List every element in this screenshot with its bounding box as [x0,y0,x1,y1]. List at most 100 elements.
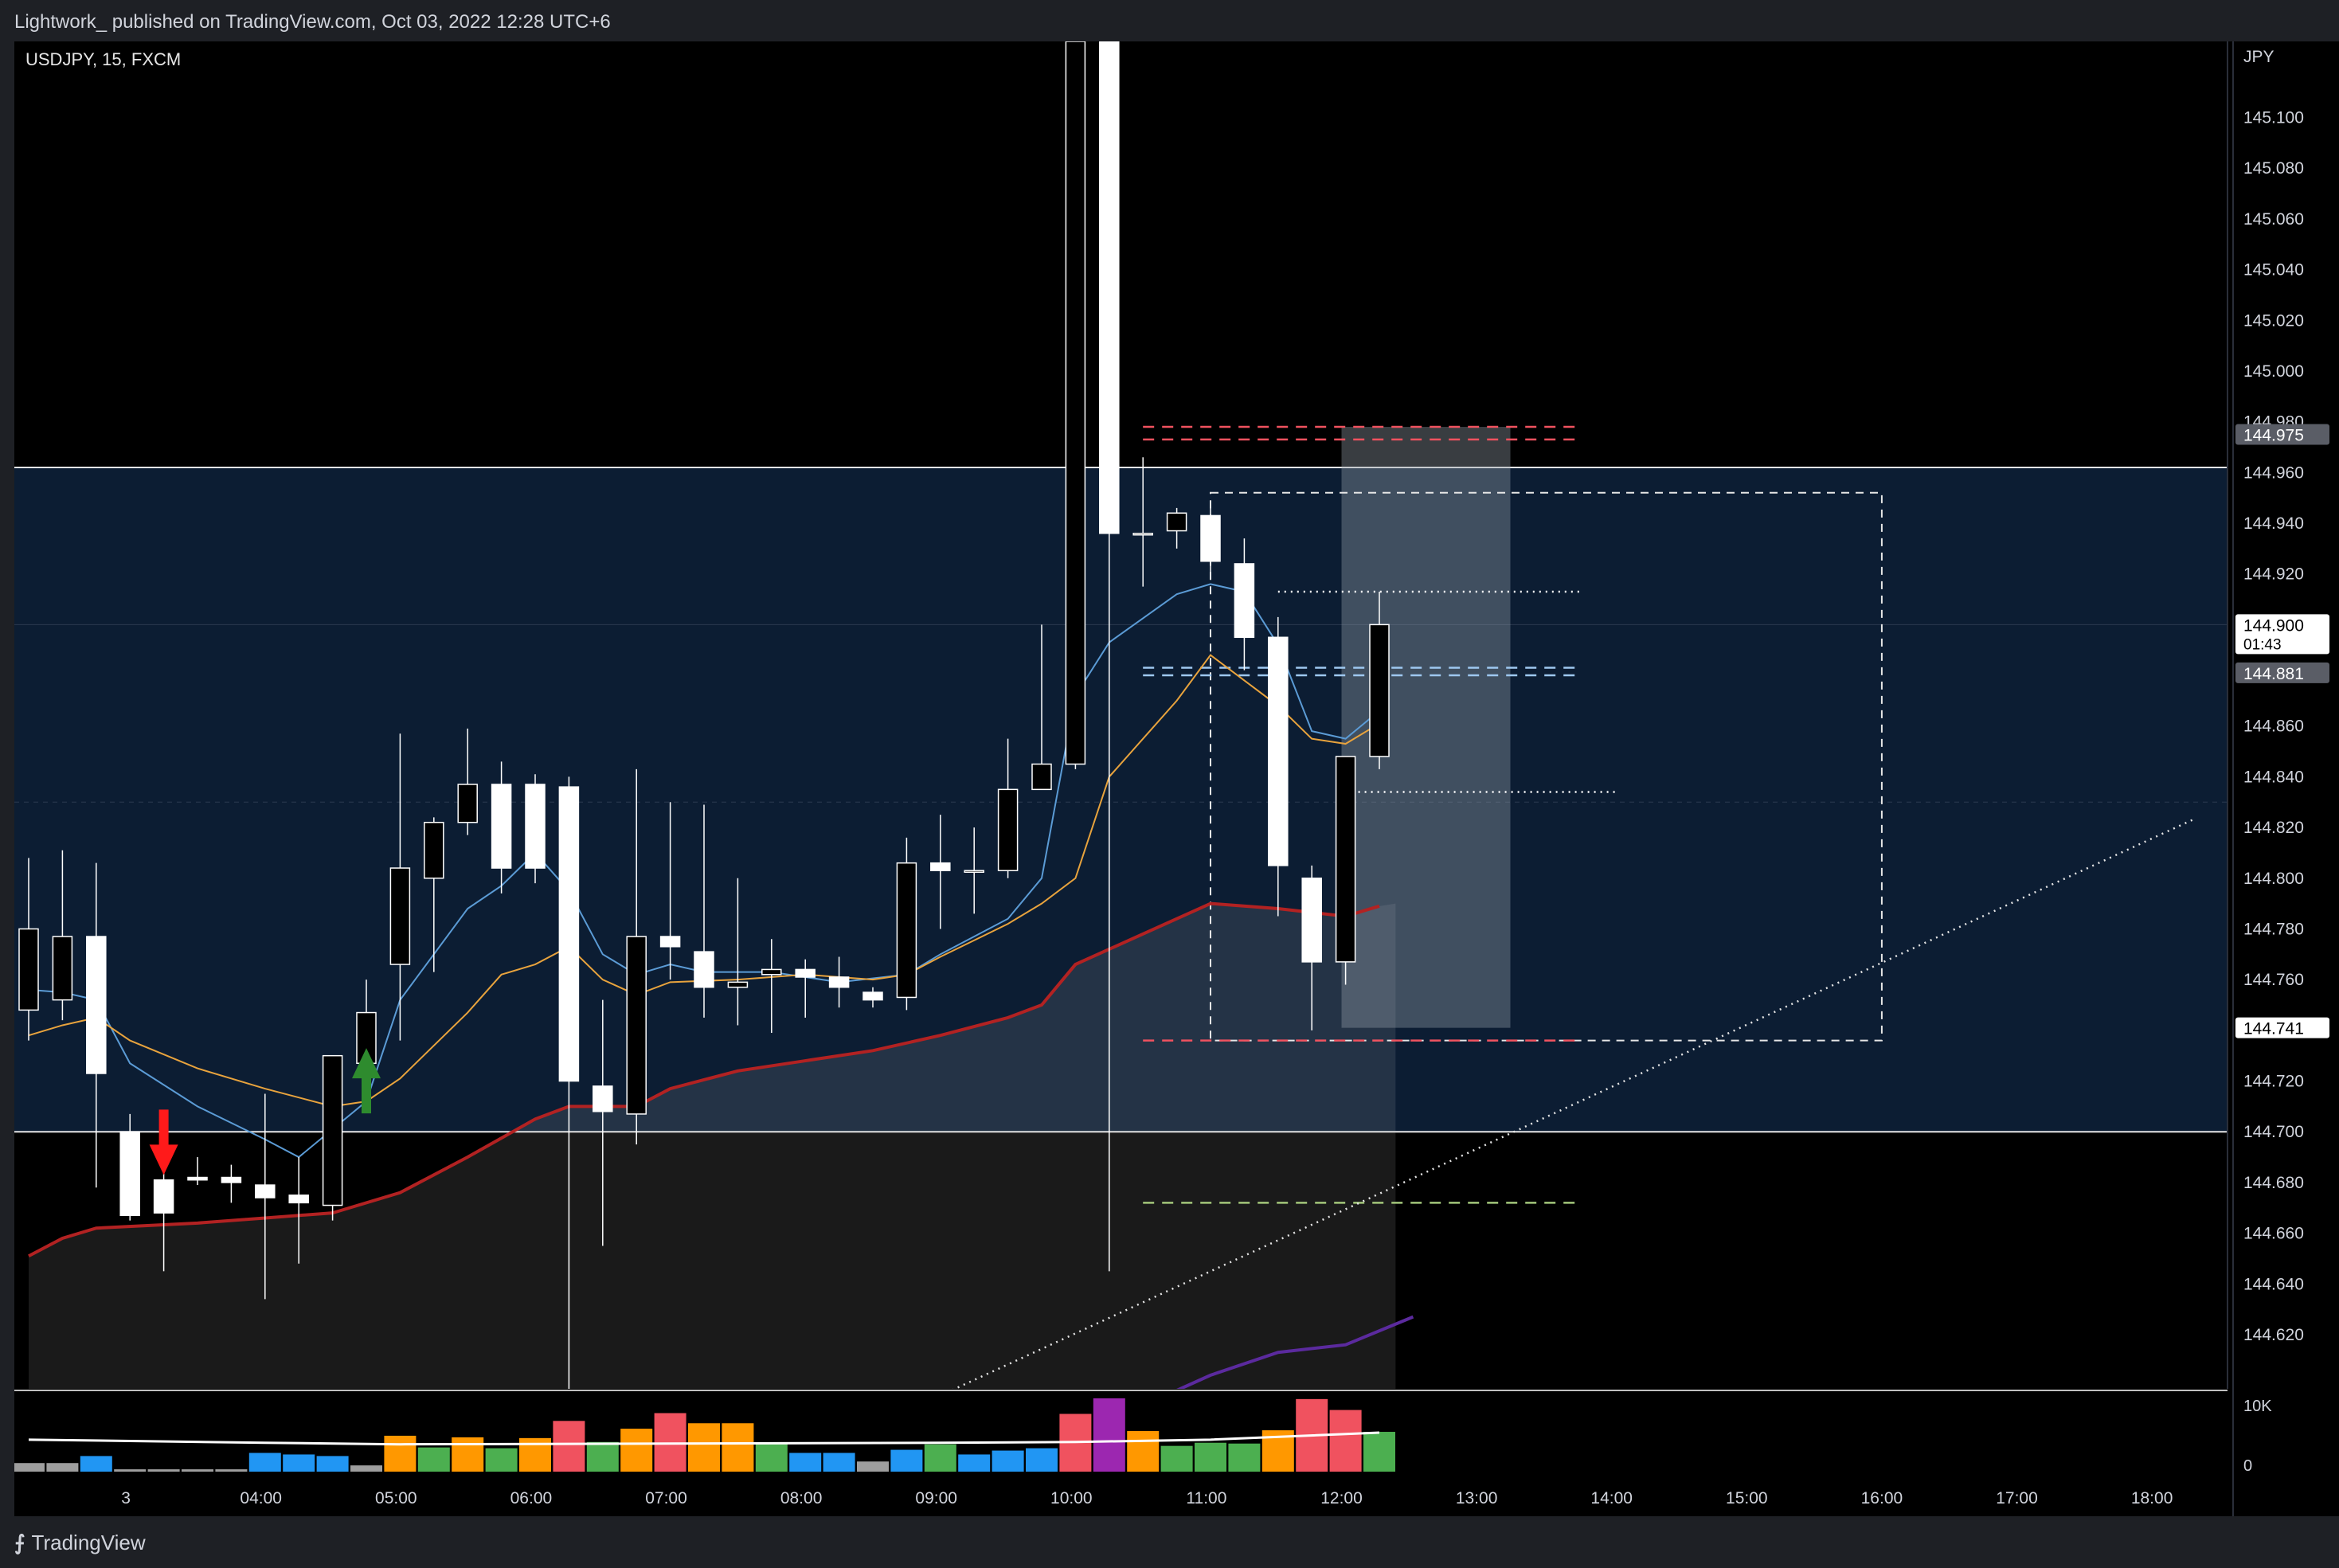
candle-body[interactable] [964,870,984,873]
buy-arrow-icon[interactable] [352,1048,381,1114]
volume-bar[interactable] [1093,1398,1125,1472]
candle-body[interactable] [119,1131,140,1217]
volume-bar[interactable] [553,1421,585,1472]
volume-bar[interactable] [992,1450,1024,1472]
candle-body[interactable] [288,1195,309,1204]
volume-bar[interactable] [1160,1445,1193,1472]
candle-body[interactable] [255,1184,276,1198]
candle-body[interactable] [795,968,816,978]
time-and-volume[interactable]: 3 04:00 05:00 06:00 07:00 08:00 09:00 10:00 11:0… [14,1389,2232,1516]
volume-bar[interactable] [1329,1410,1362,1472]
volume-bar[interactable] [1195,1442,1227,1472]
candle-body[interactable] [593,1085,613,1112]
candle-body[interactable] [727,981,749,988]
candle-body[interactable] [18,928,39,1011]
candle-body[interactable] [558,786,580,1082]
volume-bar[interactable] [182,1469,214,1472]
volume-bar[interactable] [620,1429,653,1472]
volume-bar[interactable] [114,1469,147,1472]
candle-body[interactable] [659,936,681,948]
volume-bar[interactable] [485,1448,518,1472]
candle-body[interactable] [389,867,411,965]
volume-bar[interactable] [80,1456,112,1472]
price-label-badge[interactable] [2235,1017,2329,1038]
volume-bar[interactable] [1228,1443,1261,1472]
candle-body[interactable] [322,1054,343,1206]
ma-line[interactable] [1175,1315,1414,1392]
chart-area[interactable]: USDJPY, 15, FXCM [14,41,2232,1516]
volume-bar[interactable] [147,1469,180,1472]
volume-bar[interactable] [688,1423,721,1472]
candle-body[interactable] [1268,636,1289,866]
zone-rect[interactable] [14,467,2228,1132]
candle-body[interactable] [1335,756,1356,963]
candle-body[interactable] [1369,624,1390,757]
price-label-badge[interactable] [2235,662,2329,683]
volume-bar[interactable] [14,1463,45,1472]
candle-body[interactable] [1132,532,1153,536]
candle-body[interactable] [153,1179,174,1214]
candle-body[interactable] [896,862,917,999]
ma-line[interactable] [28,583,1380,1159]
candle-body[interactable] [828,976,850,988]
candle-body[interactable] [457,784,478,823]
volume-bar[interactable] [452,1437,484,1472]
candle-body[interactable] [525,784,546,869]
gray-box[interactable] [1341,427,1511,1028]
candle-body[interactable] [1301,878,1322,963]
candle-body[interactable] [862,991,883,1001]
volume-bar[interactable] [350,1465,383,1472]
volume-bar[interactable] [46,1463,79,1472]
price-label-badge[interactable] [2235,614,2329,655]
candle-body[interactable] [1234,563,1255,639]
volume-bar[interactable] [755,1443,788,1472]
volume-bar[interactable] [283,1454,315,1472]
time-tick-label: 10:00 [1050,1489,1093,1507]
volume-bar[interactable] [417,1447,450,1472]
ma-line[interactable] [28,654,1380,1108]
candle-body[interactable] [626,936,647,1115]
time-tick-label: 15:00 [1726,1489,1768,1507]
candle-body[interactable] [52,936,73,1001]
volume-bar[interactable] [924,1444,956,1472]
volume-bar[interactable] [215,1469,248,1472]
candle-body[interactable] [1200,514,1221,562]
volume-bar[interactable] [722,1423,754,1472]
volume-bar[interactable] [248,1453,281,1472]
candle-body[interactable] [694,951,714,988]
candle-body[interactable] [761,968,782,976]
candle-body[interactable] [1065,41,1086,765]
volume-bar[interactable] [586,1441,619,1472]
candle-body[interactable] [1031,763,1052,791]
price-tick-label: 144.940 [2243,514,2304,533]
volume-bar[interactable] [890,1449,923,1472]
candle-body[interactable] [491,784,512,869]
candle-body[interactable] [930,862,951,871]
candle-body[interactable] [1166,512,1187,532]
volume-bar[interactable] [789,1453,822,1472]
price-tick-label: 144.640 [2243,1275,2304,1293]
volume-bar[interactable] [1026,1448,1058,1472]
volume-bar[interactable] [1363,1432,1396,1472]
price-label-badge[interactable] [2235,424,2329,445]
price-axis[interactable]: JPY 145.100 145.080 145.060 145.040 145.020 14… [2232,41,2339,1516]
volume-bar[interactable] [857,1461,890,1472]
volume-bar[interactable] [1127,1431,1160,1472]
ma-line[interactable] [28,901,1380,1258]
candle-body[interactable] [997,788,1019,871]
price-chart[interactable]: USDJPY, 15, FXCM [14,41,2232,1516]
volume-bar[interactable] [316,1456,349,1472]
volume-bar[interactable] [823,1453,855,1472]
volume-bar[interactable] [384,1435,417,1472]
volume-ma-line[interactable] [28,1431,1380,1446]
candle-body[interactable] [221,1176,242,1183]
candle-body[interactable] [86,936,107,1074]
trendline[interactable] [940,819,2193,1397]
candle-body[interactable] [187,1176,208,1181]
tradingview-logo-icon[interactable]: ⨍ TradingView [14,1531,146,1554]
candle-body[interactable] [424,821,444,879]
price-label-text: 144.881 [2243,665,2304,683]
sell-arrow-icon[interactable] [149,1109,178,1175]
candle-body[interactable] [1099,41,1120,534]
volume-bar[interactable] [958,1454,991,1472]
